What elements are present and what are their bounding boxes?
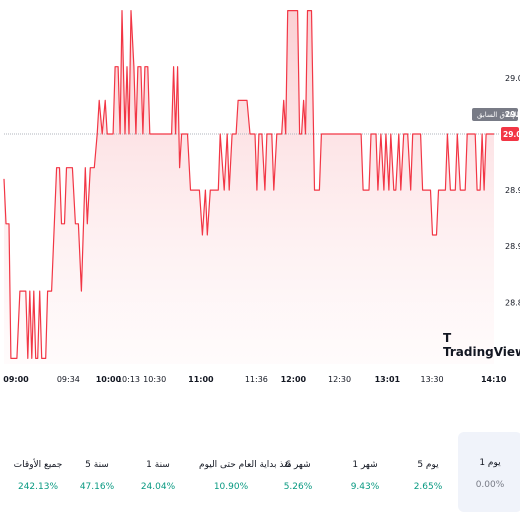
period-change-value: 5.26% [283,482,313,492]
period-change-value: 47.16% [79,482,115,492]
period-label: 1 سنة [146,460,170,470]
period-change-value: 2.65% [413,482,443,492]
y-tick-label: 29.05 [505,74,520,83]
x-tick-label: 12:30 [328,375,351,384]
y-tick-label: 28.95 [505,186,520,195]
period-2[interactable]: 1 سنة 24.04% [126,434,190,510]
period-change-value: 10.90% [213,482,249,492]
performance-periods: جميع الأوقات 242.13% 5 سنة 47.16% 1 سنة 24.04… [0,428,520,518]
x-tick-label: 13:30 [421,375,444,384]
period-4[interactable]: 6 شهر 5.26% [266,434,330,510]
period-3[interactable]: منذ بداية العام حتى اليوم 10.90% [199,434,292,510]
period-5[interactable]: 1 شهر 9.43% [333,434,397,510]
period-change-value: 24.04% [140,482,176,492]
tradingview-logo-text: TradingView [443,345,520,359]
previous-close-tag-bg [472,108,518,122]
x-tick-label: 09:34 [57,375,80,384]
x-tick-label: 10:30 [143,375,166,384]
x-tick-label: 10:13 [117,375,140,384]
last-price-tag-bg [501,127,519,142]
period-label: جميع الأوقات [13,460,63,470]
last-price-tag-value: 29.00 [503,130,520,139]
x-tick-label: 10:00 [96,375,122,384]
period-label: 5 يوم [417,460,439,470]
period-change-value: 242.13% [17,482,59,492]
period-label: 6 شهر [285,460,311,470]
x-tick-label: 14:10 [481,375,507,384]
x-tick-label: 12:00 [281,375,307,384]
period-label: 5 سنة [85,460,109,470]
x-tick-label: 11:36 [245,375,268,384]
period-0[interactable]: جميع الأوقات 242.13% [6,434,70,510]
y-tick-label: 28.90 [505,242,520,251]
period-label: 1 شهر [352,460,378,470]
period-6[interactable]: 5 يوم 2.65% [396,434,460,510]
period-label: 1 يوم [479,458,501,468]
period-7[interactable]: 1 يوم 0.00% [458,432,520,512]
tradingview-logo-mark: 𝗧 [443,331,452,345]
x-tick-label: 09:00 [3,375,29,384]
x-tick-label: 13:01 [375,375,401,384]
period-change-value: 9.43% [350,482,380,492]
x-tick-label: 11:00 [188,375,214,384]
price-area-fill [4,10,494,364]
tradingview-logo: 𝗧 TradingView [443,331,520,359]
period-label: منذ بداية العام حتى اليوم [199,460,292,470]
y-tick-label: 28.85 [505,298,520,307]
price-line [3,10,494,359]
period-change-value: 0.00% [475,480,505,490]
previous-close-tag-label: الإغلاق السابق [477,111,519,119]
previous-close-tag-value: 29.00 [505,110,520,119]
period-1[interactable]: 5 سنة 47.16% [65,434,129,510]
